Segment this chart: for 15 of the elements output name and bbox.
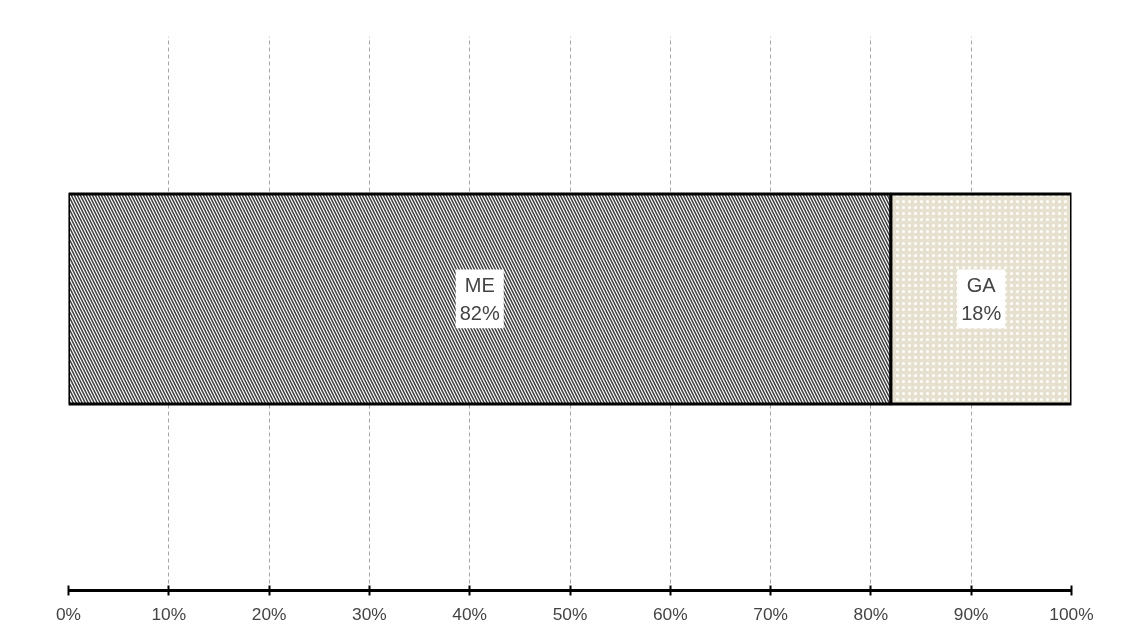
- x-tick-label: 30%: [352, 603, 387, 624]
- x-tick-label: 20%: [251, 603, 287, 624]
- x-tick-label: 10%: [151, 603, 187, 624]
- x-tick-label: 80%: [853, 603, 889, 624]
- x-tick-label: 60%: [652, 603, 688, 624]
- x-tick-label: 50%: [552, 603, 588, 624]
- x-tick-label: 90%: [953, 603, 989, 624]
- x-tick-label: 70%: [753, 603, 788, 624]
- x-tick-label: 0%: [55, 603, 82, 624]
- x-tick-label: 100%: [1049, 603, 1094, 624]
- x-tick-label: 40%: [452, 603, 488, 624]
- series-label: GA: [966, 273, 997, 296]
- data-label: 18%: [961, 302, 1002, 325]
- data-label: 82%: [459, 302, 500, 325]
- series-label: ME: [464, 273, 495, 296]
